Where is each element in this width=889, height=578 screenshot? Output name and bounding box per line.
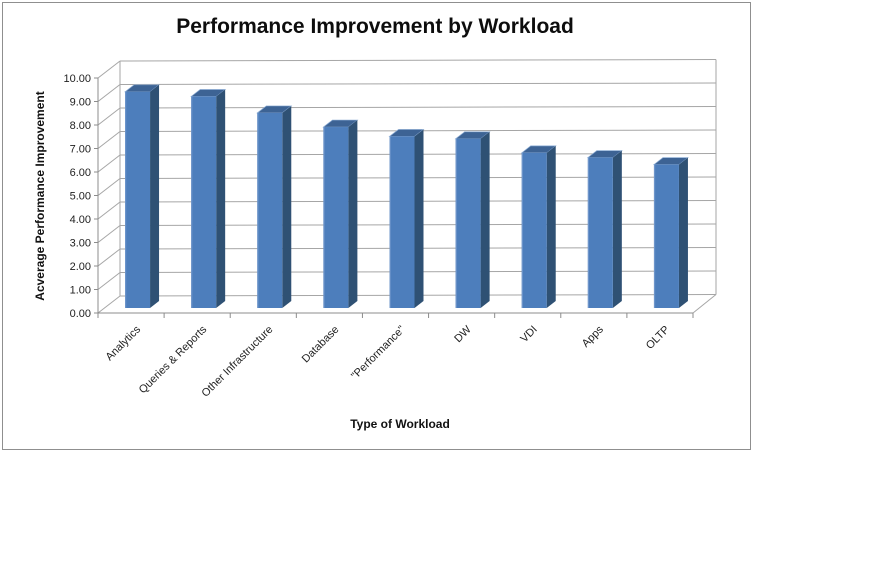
axes-group [94, 77, 694, 318]
y-tick-label: 3.00 [70, 238, 91, 250]
bar-side-face [348, 120, 358, 308]
bar-dw [454, 131, 491, 308]
bar-front-face [125, 91, 151, 308]
bar-side-face [414, 129, 424, 308]
bar-front-face [587, 157, 613, 308]
left-wall-gridline [97, 131, 121, 149]
y-tick-label: 6.00 [70, 167, 91, 179]
y-tick-label: 2.00 [70, 261, 91, 273]
bar-side-face [678, 157, 688, 308]
x-axis-title: Type of Workload [350, 417, 450, 431]
bar-front-face [653, 164, 679, 308]
left-wall-gridline [97, 60, 121, 79]
y-tick-label: 9.00 [70, 97, 91, 109]
bar-database [322, 119, 359, 308]
bar-vdi [520, 145, 557, 308]
y-tick-labels-group: 0.00 1.00 2.00 3.00 4.00 5.00 6.00 7.00 8.00 9.00… [63, 73, 91, 320]
bar-performance [388, 129, 425, 308]
bar-front-face [521, 152, 547, 308]
y-tick-label: 7.00 [70, 144, 91, 156]
chart-frame [2, 2, 751, 450]
back-wall-gridline [119, 82, 717, 85]
left-wall-gridline [97, 154, 121, 173]
bar-side-face [216, 89, 226, 308]
y-tick-label: 10.00 [63, 73, 91, 85]
left-wall-gridline [97, 248, 121, 267]
bar-side-face [480, 131, 490, 308]
y-axis-title: Acverage Performance Improvement [33, 91, 47, 300]
y-tick-label: 1.00 [70, 285, 91, 297]
bar-side-face [546, 145, 556, 308]
bar-side-face [282, 105, 292, 308]
left-wall-gridline [97, 107, 121, 126]
y-tick-label: 5.00 [70, 191, 91, 203]
bar-front-face [389, 136, 415, 308]
bar-apps [586, 150, 623, 308]
bar-other-infrastructure [256, 105, 293, 308]
left-wall-gridline [97, 178, 121, 196]
bar-front-face [191, 96, 217, 308]
left-wall-gridline [97, 201, 121, 220]
left-wall-gridline [97, 272, 121, 290]
y-tick-label: 0.00 [70, 308, 91, 320]
left-wall-gridline [97, 295, 121, 314]
bar-oltp [652, 157, 689, 308]
back-wall-gridline [119, 59, 717, 62]
bar-front-face [455, 138, 481, 308]
left-wall-gridline [97, 84, 121, 102]
bar-front-face [323, 127, 349, 308]
bars-group [124, 84, 689, 308]
y-tick-label: 8.00 [70, 120, 91, 132]
chart-title: Performance Improvement by Workload [176, 15, 574, 38]
bar-analytics [124, 84, 161, 308]
bar-side-face [612, 150, 622, 308]
left-wall-gridline [97, 225, 121, 243]
floor-right-edge [692, 294, 717, 314]
y-tick-label: 4.00 [70, 214, 91, 226]
bar-queries-reports [190, 89, 227, 308]
bar-front-face [257, 112, 283, 308]
bar-side-face [150, 84, 160, 308]
